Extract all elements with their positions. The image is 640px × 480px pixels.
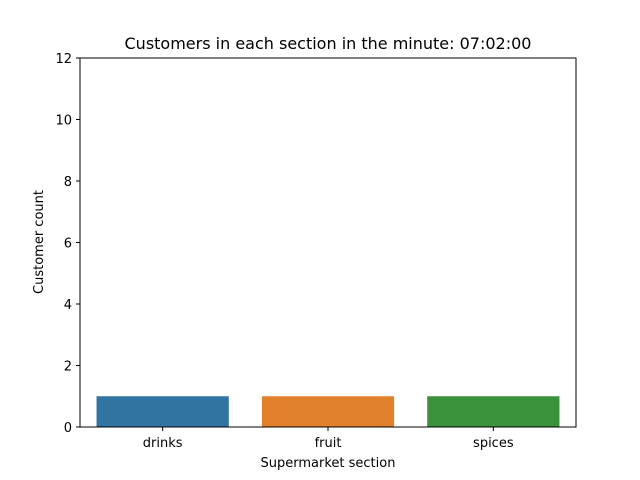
- y-tick-label: 4: [64, 298, 72, 313]
- plot-area: 0 2 4 6 8 10 12 drinks fruit spices: [55, 52, 560, 451]
- x-tick-label-fruit: fruit: [315, 436, 342, 451]
- x-axis-label: Supermarket section: [261, 456, 396, 471]
- y-tick-label: 12: [55, 52, 72, 67]
- y-tick-label: 6: [64, 237, 72, 252]
- x-tick-label-drinks: drinks: [143, 436, 183, 451]
- bar-drinks: [96, 396, 229, 427]
- y-tick-label: 8: [64, 175, 72, 190]
- chart-title: Customers in each section in the minute:…: [125, 34, 532, 53]
- y-tick-label: 0: [64, 421, 72, 436]
- axes-frame: [79, 57, 577, 428]
- bar-fruit: [261, 396, 395, 427]
- y-tick-label: 2: [64, 360, 72, 375]
- y-tick-label: 10: [55, 114, 72, 129]
- x-tick-label-spices: spices: [473, 436, 514, 451]
- bar-spices: [427, 396, 560, 427]
- y-axis-label: Customer count: [32, 190, 47, 294]
